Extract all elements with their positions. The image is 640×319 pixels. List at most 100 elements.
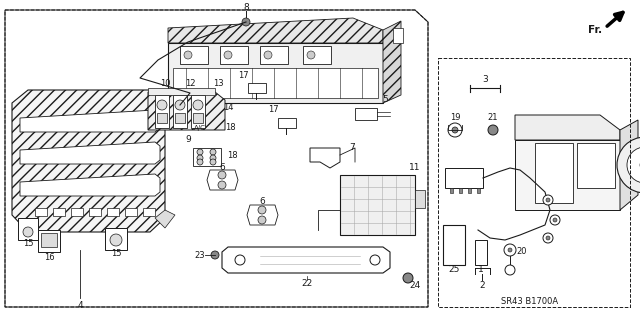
Text: 22: 22 bbox=[301, 278, 312, 287]
Text: 2: 2 bbox=[479, 280, 485, 290]
Polygon shape bbox=[20, 142, 160, 164]
Polygon shape bbox=[12, 90, 165, 232]
Polygon shape bbox=[340, 175, 415, 235]
Circle shape bbox=[235, 255, 245, 265]
Polygon shape bbox=[168, 43, 383, 103]
Text: 25: 25 bbox=[448, 265, 460, 275]
Text: 21: 21 bbox=[488, 114, 499, 122]
Text: 16: 16 bbox=[44, 253, 54, 262]
Text: 18: 18 bbox=[225, 123, 236, 132]
Bar bbox=[260, 46, 288, 64]
Circle shape bbox=[211, 251, 219, 259]
Circle shape bbox=[553, 218, 557, 222]
Circle shape bbox=[210, 159, 216, 165]
Text: 24: 24 bbox=[410, 280, 420, 290]
Circle shape bbox=[550, 215, 560, 225]
Text: 7: 7 bbox=[349, 144, 355, 152]
Bar bbox=[143, 208, 155, 216]
Text: 15: 15 bbox=[111, 249, 121, 258]
Circle shape bbox=[110, 234, 122, 246]
Bar bbox=[38, 230, 60, 252]
Bar bbox=[475, 240, 487, 265]
Bar bbox=[125, 208, 137, 216]
Bar bbox=[155, 95, 169, 128]
Circle shape bbox=[197, 159, 203, 165]
Bar bbox=[53, 208, 65, 216]
Bar bbox=[303, 46, 331, 64]
Bar bbox=[278, 118, 296, 128]
Polygon shape bbox=[207, 170, 238, 190]
Polygon shape bbox=[148, 92, 225, 130]
Circle shape bbox=[258, 206, 266, 214]
Circle shape bbox=[224, 51, 232, 59]
Text: 12: 12 bbox=[185, 79, 195, 88]
Text: 6: 6 bbox=[259, 197, 265, 206]
Text: 11: 11 bbox=[409, 162, 420, 172]
Text: SR43 B1700A: SR43 B1700A bbox=[501, 298, 559, 307]
Polygon shape bbox=[515, 140, 620, 210]
Polygon shape bbox=[20, 110, 160, 132]
Text: 17: 17 bbox=[268, 106, 278, 115]
Text: 10: 10 bbox=[160, 79, 170, 88]
Circle shape bbox=[242, 18, 250, 26]
Bar bbox=[175, 113, 185, 123]
Circle shape bbox=[505, 265, 515, 275]
Circle shape bbox=[448, 123, 462, 137]
Bar bbox=[89, 208, 101, 216]
Text: 23: 23 bbox=[195, 250, 205, 259]
Circle shape bbox=[210, 149, 216, 155]
Circle shape bbox=[193, 100, 203, 110]
Polygon shape bbox=[168, 18, 383, 43]
Polygon shape bbox=[222, 247, 390, 273]
Text: 20: 20 bbox=[516, 248, 527, 256]
Circle shape bbox=[543, 233, 553, 243]
Circle shape bbox=[403, 273, 413, 283]
Bar bbox=[443, 225, 465, 265]
Circle shape bbox=[504, 244, 516, 256]
Bar bbox=[577, 143, 615, 188]
Text: 14: 14 bbox=[223, 103, 233, 113]
Polygon shape bbox=[20, 174, 160, 196]
Circle shape bbox=[370, 255, 380, 265]
Bar bbox=[191, 95, 205, 128]
Circle shape bbox=[617, 137, 640, 193]
Text: 19: 19 bbox=[450, 114, 460, 122]
Bar bbox=[41, 233, 57, 247]
Circle shape bbox=[543, 195, 553, 205]
Polygon shape bbox=[310, 148, 340, 168]
Circle shape bbox=[546, 236, 550, 240]
Text: 8: 8 bbox=[243, 4, 249, 12]
Bar bbox=[193, 113, 203, 123]
Polygon shape bbox=[383, 21, 401, 103]
Bar bbox=[415, 190, 425, 208]
Circle shape bbox=[197, 155, 203, 161]
Circle shape bbox=[264, 51, 272, 59]
Circle shape bbox=[218, 181, 226, 189]
Circle shape bbox=[546, 198, 550, 202]
Bar bbox=[477, 188, 480, 193]
Bar bbox=[35, 208, 47, 216]
Circle shape bbox=[157, 100, 167, 110]
Bar bbox=[107, 208, 119, 216]
Bar bbox=[173, 68, 378, 98]
Bar bbox=[535, 143, 573, 203]
Circle shape bbox=[307, 51, 315, 59]
Bar bbox=[105, 228, 127, 250]
Circle shape bbox=[508, 248, 512, 252]
Text: 17: 17 bbox=[237, 71, 248, 80]
Text: 9: 9 bbox=[185, 136, 191, 145]
Circle shape bbox=[258, 216, 266, 224]
Polygon shape bbox=[620, 120, 638, 210]
Bar bbox=[450, 188, 453, 193]
Bar bbox=[248, 83, 266, 93]
Circle shape bbox=[627, 147, 640, 183]
Polygon shape bbox=[515, 115, 620, 140]
Text: 1: 1 bbox=[478, 265, 484, 275]
Bar bbox=[173, 95, 187, 128]
Circle shape bbox=[218, 171, 226, 179]
Text: 4: 4 bbox=[77, 300, 83, 309]
Bar bbox=[468, 188, 471, 193]
Bar bbox=[157, 113, 167, 123]
Bar bbox=[355, 108, 377, 120]
Text: Fr.: Fr. bbox=[588, 25, 602, 35]
